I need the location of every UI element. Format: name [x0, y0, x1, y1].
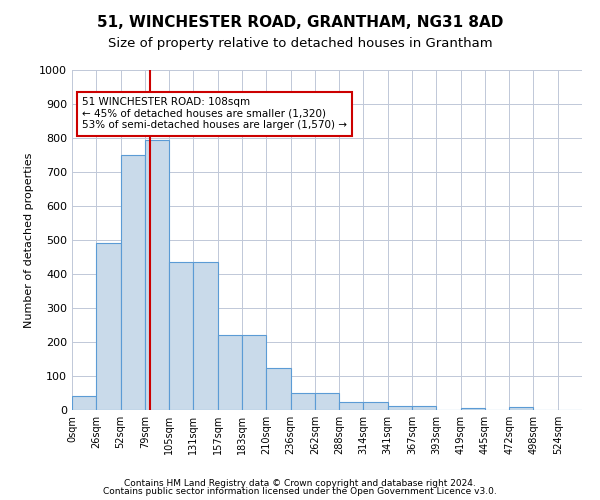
Bar	[339, 402, 364, 410]
Bar	[193, 262, 218, 410]
Text: Size of property relative to detached houses in Grantham: Size of property relative to detached ho…	[107, 38, 493, 51]
Bar	[388, 406, 412, 410]
Bar	[509, 406, 533, 410]
Bar	[364, 402, 388, 410]
Bar	[266, 368, 290, 410]
Bar	[121, 155, 145, 410]
Text: 51 WINCHESTER ROAD: 108sqm
← 45% of detached houses are smaller (1,320)
53% of s: 51 WINCHESTER ROAD: 108sqm ← 45% of deta…	[82, 97, 347, 130]
Bar	[461, 408, 485, 410]
Bar	[290, 393, 315, 410]
Text: Contains public sector information licensed under the Open Government Licence v3: Contains public sector information licen…	[103, 487, 497, 496]
Bar	[412, 406, 436, 410]
Bar	[242, 335, 266, 410]
Bar	[72, 396, 96, 410]
Text: 51, WINCHESTER ROAD, GRANTHAM, NG31 8AD: 51, WINCHESTER ROAD, GRANTHAM, NG31 8AD	[97, 15, 503, 30]
Bar	[96, 244, 121, 410]
Y-axis label: Number of detached properties: Number of detached properties	[23, 152, 34, 328]
Bar	[145, 140, 169, 410]
Text: Contains HM Land Registry data © Crown copyright and database right 2024.: Contains HM Land Registry data © Crown c…	[124, 478, 476, 488]
Bar	[218, 335, 242, 410]
Bar	[169, 262, 193, 410]
Bar	[315, 393, 339, 410]
